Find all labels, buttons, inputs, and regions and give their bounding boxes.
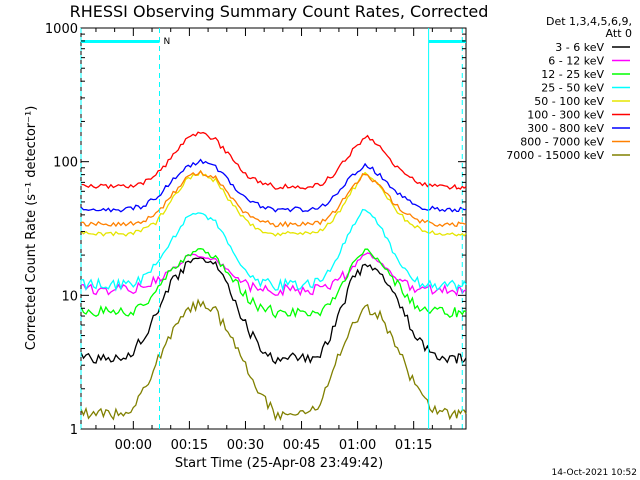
y-tick-label: 10 (61, 289, 78, 304)
night-bar-label: N (163, 37, 170, 47)
legend-entry-label: 300 - 800 keV (527, 122, 604, 135)
x-tick-label: 00:30 (227, 438, 264, 453)
plot-area: N 1 10 100 1000 00:00 00:15 00:30 00:45 01:00 01:1… (45, 22, 467, 453)
legend-entry-label: 7000 - 15000 keV (506, 149, 604, 162)
legend-entry-label: 3 - 6 keV (555, 41, 604, 54)
y-tick-label: 100 (53, 156, 78, 171)
x-axis-label: Start Time (25-Apr-08 23:49:42) (175, 456, 383, 471)
night-interval-bar (81, 40, 160, 43)
x-tick-label: 00:00 (115, 438, 152, 453)
series-line (80, 257, 467, 365)
legend-entry-label: 800 - 7000 keV (520, 136, 604, 149)
night-interval-bar (428, 40, 466, 43)
x-tick-label: 00:45 (283, 438, 320, 453)
footer-timestamp: 14-Oct-2021 10:52 (552, 468, 637, 478)
y-tick-label: 1 (70, 423, 78, 438)
legend-entry-label: 25 - 50 keV (541, 82, 604, 95)
legend-entry-label: 6 - 12 keV (548, 55, 604, 68)
legend-header-line-2: Att 0 (606, 27, 632, 40)
series-line (80, 131, 467, 190)
chart-title: RHESSI Observing Summary Count Rates, Co… (70, 2, 489, 21)
series-line (80, 252, 467, 297)
series-line (80, 208, 467, 292)
series-line (80, 248, 467, 319)
plot-frame (80, 27, 467, 430)
series-line (80, 158, 467, 213)
y-axis-label: Corrected Count Rate (s⁻¹ detector⁻¹) (24, 106, 39, 351)
y-tick-label: 1000 (45, 22, 78, 37)
legend-entry-label: 50 - 100 keV (534, 95, 604, 108)
legend-header-line-1: Det 1,3,4,5,6,9, (546, 15, 632, 28)
series-line (80, 298, 467, 422)
legend-entry-label: 100 - 300 keV (527, 109, 604, 122)
series-line (80, 170, 467, 228)
legend-entry-label: 12 - 25 keV (541, 68, 604, 81)
x-tick-label: 01:00 (339, 438, 376, 453)
x-tick-label: 01:15 (395, 438, 432, 453)
x-tick-label: 00:15 (171, 438, 208, 453)
series-line (80, 169, 467, 237)
